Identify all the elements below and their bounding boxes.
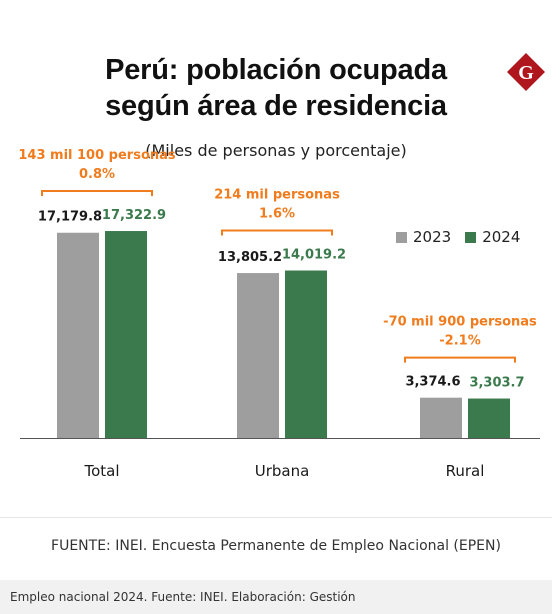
category-label-total: Total [83, 462, 119, 480]
source-note: FUENTE: INEI. Encuesta Permanente de Emp… [51, 538, 501, 554]
data-label-urbana-2024: 14,019.2 [282, 248, 346, 263]
bar-urbana-2024 [285, 270, 327, 438]
annotation-bracket-urbana [221, 229, 333, 236]
legend-item-2024: 2024 [465, 228, 520, 246]
legend-label-2023: 2023 [413, 228, 452, 246]
annotation-percent-rural: -2.1% [439, 334, 480, 349]
category-label-rural: Rural [446, 462, 485, 480]
annotation-bracket-rural [404, 356, 516, 363]
bar-rural-2024 [468, 398, 510, 438]
legend-swatch-2024 [465, 231, 477, 243]
data-label-urbana-2023: 13,805.2 [218, 250, 282, 265]
chart-title-line-1: Perú: población ocupada [105, 54, 447, 86]
legend-item-2023: 2023 [396, 228, 451, 246]
data-label-rural-2023: 3,374.6 [405, 375, 460, 390]
bar-total-2024 [105, 231, 147, 438]
annotation-people-urbana: 214 mil personas [214, 188, 340, 203]
annotation-bracket-total [41, 190, 153, 197]
data-label-total-2024: 17,322.9 [102, 208, 166, 223]
data-label-total-2023: 17,179.8 [38, 210, 102, 225]
bar-chart: 17,179.8 17,322.9 Total 0.8% 143 mil 100 per… [18, 148, 540, 480]
chart-card: Perú: población ocupada según área de re… [0, 53, 552, 554]
bar-total-2023 [57, 232, 99, 438]
annotation-people-total: 143 mil 100 personas [18, 148, 176, 163]
logo-letter: G [518, 62, 534, 84]
data-label-rural-2024: 3,303.7 [469, 376, 524, 391]
gestion-logo-icon: G [507, 53, 545, 91]
chart-subtitle: (Miles de personas y porcentaje) [145, 141, 407, 160]
annotation-people-rural: -70 mil 900 personas [383, 315, 537, 330]
category-label-urbana: Urbana [255, 462, 310, 480]
legend-label-2024: 2024 [482, 228, 521, 246]
chart-legend: 2023 2024 [396, 228, 520, 246]
chart-title-line-2: según área de residencia [105, 90, 447, 122]
legend-swatch-2023 [396, 231, 407, 243]
annotation-percent-urbana: 1.6% [259, 207, 295, 222]
bar-rural-2023 [420, 397, 462, 438]
divider [0, 517, 552, 518]
footer-caption: Empleo nacional 2024. Fuente: INEI. Elab… [0, 580, 552, 614]
annotation-percent-total: 0.8% [79, 167, 115, 182]
bar-urbana-2023 [237, 273, 279, 438]
